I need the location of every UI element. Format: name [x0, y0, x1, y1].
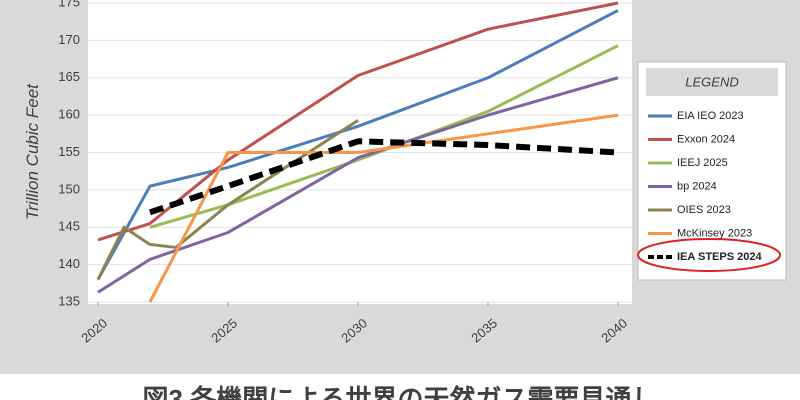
y-tick-label: 135 [58, 293, 80, 308]
legend-label: bp 2024 [677, 180, 717, 192]
y-tick-label: 155 [58, 144, 80, 159]
series-line [149, 44, 619, 229]
legend-label: Exxon 2024 [677, 133, 735, 145]
series-line [149, 138, 619, 216]
legend-header [646, 68, 778, 96]
legend-label: OIES 2023 [677, 204, 731, 216]
series-line [148, 113, 619, 303]
caption-bg [0, 374, 800, 400]
x-tick-label: 2040 [598, 315, 630, 345]
legend-label: McKinsey 2023 [677, 227, 752, 239]
y-tick-label: 150 [58, 181, 80, 196]
y-axis-label: Trillion Cubic Feet [23, 83, 42, 220]
y-tick-label: 160 [58, 107, 80, 122]
legend-label: IEA STEPS 2024 [677, 251, 762, 263]
y-tick-label: 175 [58, 0, 80, 9]
legend-label: EIA IEO 2023 [677, 110, 744, 122]
series-line [97, 76, 619, 294]
y-tick-label: 170 [58, 32, 80, 47]
legend-label: IEEJ 2025 [677, 157, 728, 169]
series-line [96, 119, 359, 281]
x-tick-label: 2025 [208, 315, 240, 345]
highlight-ellipse [637, 238, 781, 272]
caption: 図3 各機関による世界の天然ガス需要見通し [143, 384, 658, 400]
y-tick-label: 140 [58, 256, 80, 271]
x-tick-label: 2030 [338, 315, 370, 345]
legend-title: LEGEND [685, 74, 738, 89]
series-line [96, 9, 619, 281]
x-tick-label: 2020 [78, 315, 110, 345]
y-tick-label: 145 [58, 219, 80, 234]
y-tick-label: 165 [58, 69, 80, 84]
x-tick-label: 2035 [468, 315, 500, 345]
series-line [97, 1, 619, 242]
